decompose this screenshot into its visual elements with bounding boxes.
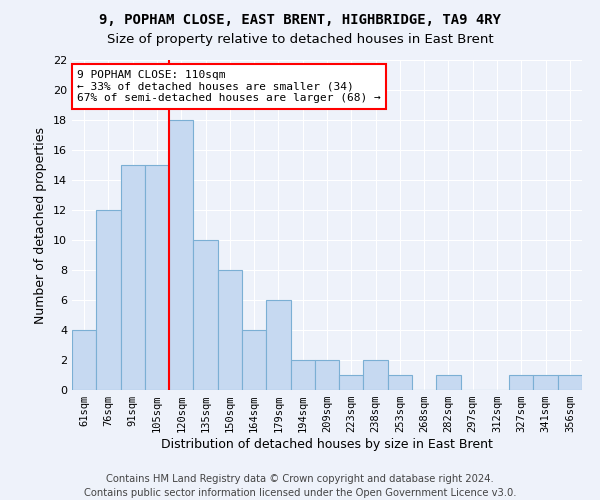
Bar — [315, 360, 339, 390]
Bar — [558, 375, 582, 390]
Bar — [339, 375, 364, 390]
Bar — [436, 375, 461, 390]
Text: 9, POPHAM CLOSE, EAST BRENT, HIGHBRIDGE, TA9 4RY: 9, POPHAM CLOSE, EAST BRENT, HIGHBRIDGE,… — [99, 12, 501, 26]
Bar — [266, 300, 290, 390]
Y-axis label: Number of detached properties: Number of detached properties — [34, 126, 47, 324]
Bar — [96, 210, 121, 390]
Bar — [193, 240, 218, 390]
Bar — [169, 120, 193, 390]
Bar — [290, 360, 315, 390]
Text: Size of property relative to detached houses in East Brent: Size of property relative to detached ho… — [107, 32, 493, 46]
Bar — [145, 165, 169, 390]
X-axis label: Distribution of detached houses by size in East Brent: Distribution of detached houses by size … — [161, 438, 493, 451]
Bar — [533, 375, 558, 390]
Bar — [121, 165, 145, 390]
Bar — [218, 270, 242, 390]
Bar — [72, 330, 96, 390]
Text: 9 POPHAM CLOSE: 110sqm
← 33% of detached houses are smaller (34)
67% of semi-det: 9 POPHAM CLOSE: 110sqm ← 33% of detached… — [77, 70, 381, 103]
Bar — [509, 375, 533, 390]
Text: Contains HM Land Registry data © Crown copyright and database right 2024.
Contai: Contains HM Land Registry data © Crown c… — [84, 474, 516, 498]
Bar — [242, 330, 266, 390]
Bar — [364, 360, 388, 390]
Bar — [388, 375, 412, 390]
